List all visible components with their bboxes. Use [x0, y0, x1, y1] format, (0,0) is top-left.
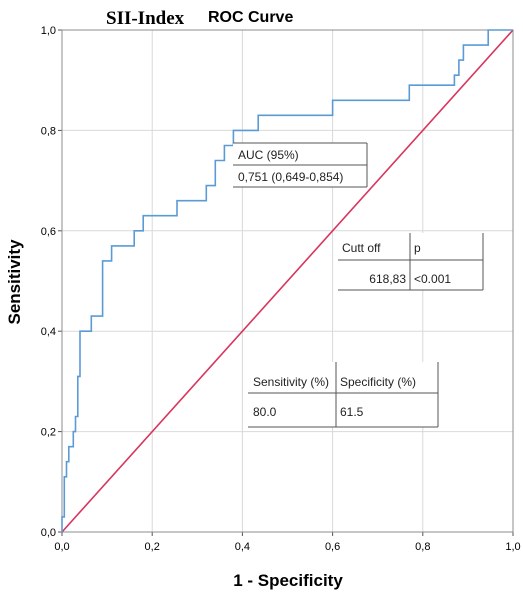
cutoff-table: Cutt off p 618,83 <0.001: [338, 233, 484, 291]
x-tick-label: 0,8: [415, 541, 430, 553]
axis-ticks: 0,0 0,2 0,4 0,6 0,8 1,0 0,0 0,2 0,4 0,6 0,8 1,0: [41, 25, 521, 553]
cutoff-value: 618,83: [369, 272, 406, 286]
series-layer: [61, 29, 514, 533]
grid-lines: [62, 30, 513, 532]
x-tick-label: 0,2: [145, 541, 160, 553]
cutoff-header: Cutt off: [342, 241, 381, 255]
chart-subtitle: ROC Curve: [208, 9, 293, 26]
chart-title: SII-Index: [106, 8, 185, 29]
y-tick-label: 0,0: [41, 527, 56, 539]
y-tick-label: 0,6: [41, 226, 56, 238]
plot-frame: [61, 29, 514, 533]
y-tick-label: 0,8: [41, 125, 56, 137]
specificity-value: 61.5: [340, 405, 364, 419]
y-tick-label: 1,0: [41, 25, 56, 37]
sens-spec-table-bg: [248, 362, 438, 427]
auc-value: 0,751 (0,649-0,854): [238, 170, 343, 184]
specificity-header: Specificity (%): [340, 375, 416, 389]
roc-curve-line: [61, 29, 513, 532]
sensitivity-value: 80.0: [253, 405, 277, 419]
x-axis-title: 1 - Specificity: [233, 571, 343, 590]
reference-line: [61, 29, 514, 533]
p-value: <0.001: [414, 272, 451, 286]
x-tick-label: 0,6: [325, 541, 340, 553]
sens-spec-table: Sensitivity (%) Specificity (%) 80.0 61.…: [248, 362, 439, 428]
auc-table: AUC (95%) 0,751 (0,649-0,854): [233, 142, 368, 188]
x-tick-label: 0,0: [54, 541, 69, 553]
sensitivity-header: Sensitivity (%): [253, 375, 329, 389]
y-tick-label: 0,2: [41, 427, 56, 439]
p-header: p: [414, 241, 421, 255]
auc-header: AUC (95%): [238, 148, 299, 162]
y-tick-label: 0,4: [41, 326, 56, 338]
x-tick-label: 0,4: [235, 541, 250, 553]
y-axis-title: Sensitivity: [5, 239, 24, 325]
x-tick-label: 1,0: [505, 541, 520, 553]
